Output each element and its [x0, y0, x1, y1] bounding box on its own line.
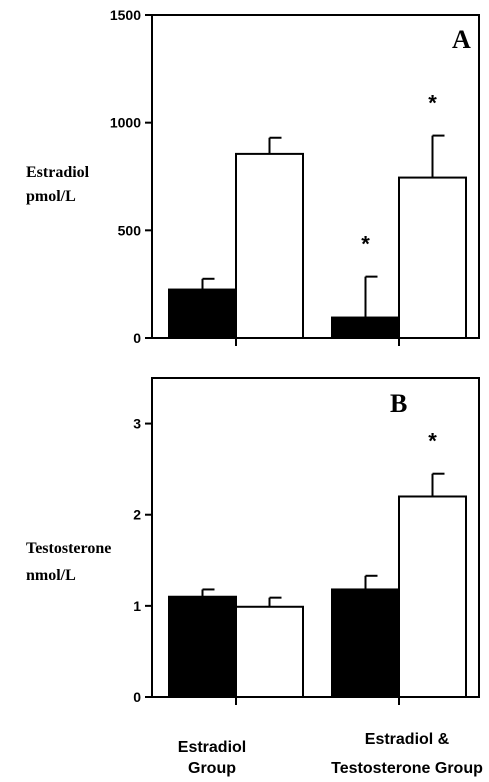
group-label-1-line-1: Testosterone Group	[331, 760, 483, 777]
y-axis-label-line: pmol/L	[26, 188, 76, 205]
significance-marker: *	[361, 232, 370, 257]
y-tick-label: 1	[133, 598, 141, 614]
group-label-0-line-1: Group	[188, 760, 236, 777]
panel-letter: B	[390, 389, 407, 418]
significance-marker: *	[428, 91, 437, 116]
y-axis-label-line: nmol/L	[26, 567, 76, 584]
y-tick-label: 0	[133, 689, 141, 705]
bar	[331, 316, 400, 340]
bar	[331, 588, 400, 698]
y-tick-label: 1000	[110, 115, 141, 131]
bar	[168, 595, 237, 698]
bar	[398, 176, 467, 339]
panel-letter: A	[452, 25, 471, 54]
y-axis-label-line: Estradiol	[26, 164, 90, 181]
significance-marker: *	[428, 429, 437, 454]
y-tick-label: 500	[118, 222, 142, 238]
bar	[235, 605, 304, 698]
group-label-1-line-0: Estradiol &	[365, 731, 450, 748]
group-label-0-line-0: Estradiol	[178, 739, 246, 756]
plot-frame	[151, 377, 480, 698]
bar	[235, 152, 304, 339]
y-tick-label: 0	[133, 330, 141, 346]
group-labels: Estradiol Group Estradiol & Testosterone…	[178, 731, 483, 777]
y-tick-label: 1500	[110, 7, 141, 23]
y-tick-label: 3	[133, 416, 141, 432]
bar	[168, 288, 237, 339]
panel-b: 0 1 2 3 Testosterone nmol/L B *	[26, 377, 480, 705]
bar	[398, 495, 467, 698]
y-tick-label: 2	[133, 507, 141, 523]
y-axis-label-line: Testosterone	[26, 540, 111, 557]
plot-frame	[151, 14, 480, 339]
panel-a: 0 500 1000 1500 Estradiol pmol/L A * *	[26, 7, 480, 346]
